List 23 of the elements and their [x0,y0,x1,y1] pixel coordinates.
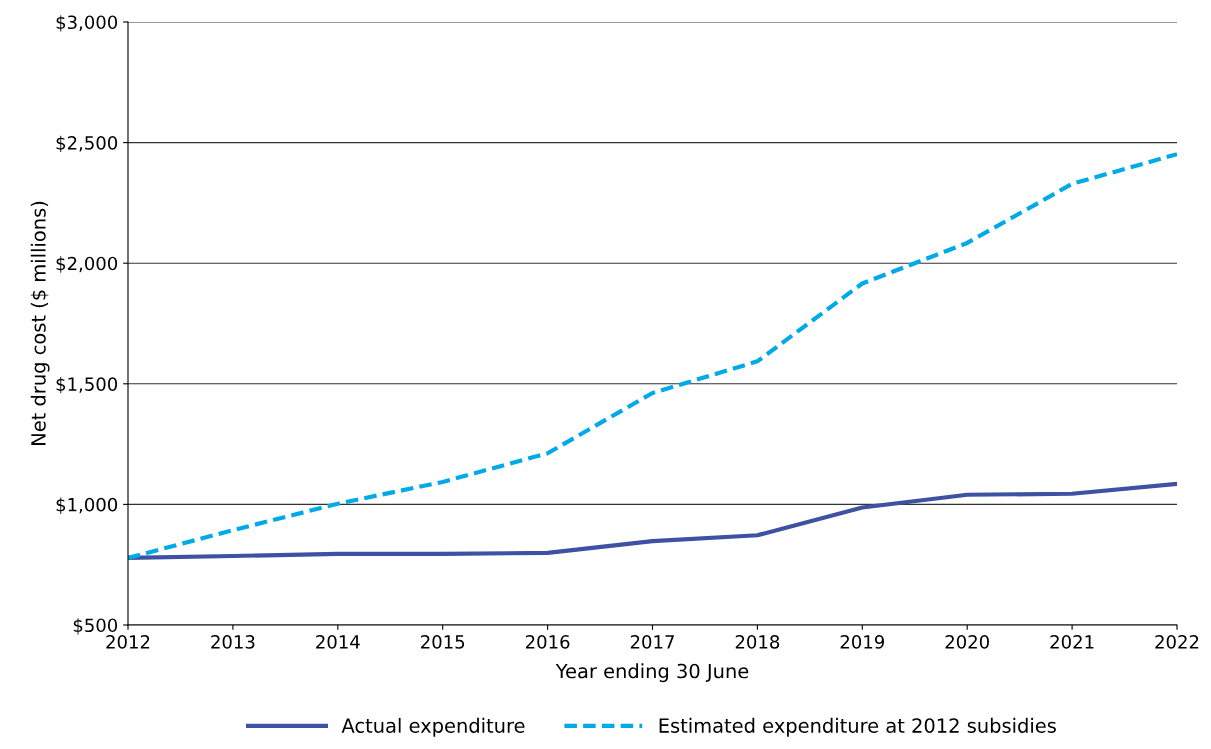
x-tick-label: 2020 [945,635,989,649]
y-tick-label: $1,000 [56,497,118,514]
line-series [128,481,1177,561]
y-tick-label: $1,500 [56,376,118,394]
x-tick-label: 2012 [106,635,150,649]
y-tick-label: $3,000 [56,15,118,32]
x-axis-title: Year ending 30 June [555,663,749,683]
x-tick-label: 2018 [735,635,780,649]
x-tick-label: 2014 [316,635,360,649]
y-tick-label: $2,000 [56,256,118,273]
y-tick-label: $2,500 [56,135,118,153]
x-tick-label: 2021 [1050,635,1094,649]
x-tick-label: 2016 [525,635,570,649]
legend-label: Actual expenditure [341,717,525,737]
x-tick-label: 2017 [630,635,674,649]
x-tick-label: 2013 [211,635,255,649]
line-series [128,152,1177,561]
legend-label: Estimated expenditure at 2012 subsidies [659,717,1056,737]
y-tick-label: $500 [73,618,118,635]
y-axis-title: Net drug cost ($ millions) [30,201,50,445]
x-tick-label: 2019 [840,635,885,649]
x-tick-label: 2015 [421,635,465,649]
x-tick-label: 2022 [1155,635,1199,649]
